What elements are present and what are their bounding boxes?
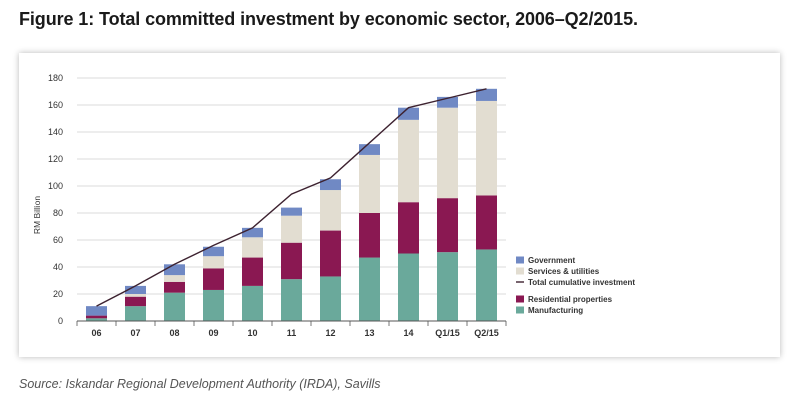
bar-government-14: [398, 107, 419, 120]
bar-government-13: [359, 144, 380, 155]
x-tick-label: 13: [364, 328, 374, 338]
y-axis-ticks: 0 20 40 60 80 100 120 140 160 180: [48, 73, 63, 326]
y-tick-label: 60: [53, 235, 63, 245]
bar-residential-properties-12: [320, 230, 341, 277]
bar-services-utilities-07: [125, 294, 146, 297]
bar-residential-properties-14: [398, 202, 419, 254]
y-tick-label: 160: [48, 100, 63, 110]
x-tick-label: 08: [169, 328, 179, 338]
bar-manufacturing-13: [359, 257, 380, 321]
y-tick-label: 80: [53, 208, 63, 218]
bar-government-11: [281, 207, 302, 216]
stacked-bar-chart: 0 20 40 60 80 100 120 140 160 180 06 07 08 09 10 11 12 1…: [32, 73, 635, 338]
y-tick-label: 20: [53, 289, 63, 299]
y-tick-label: 120: [48, 154, 63, 164]
legend-swatch-manufacturing: [516, 306, 524, 314]
bar-services-utilities-11: [281, 215, 302, 243]
legend-label-residential-properties: Residential properties: [528, 295, 613, 304]
legend-label-total-cumulative-investment: Total cumulative investment: [528, 278, 635, 287]
bar-services-utilities-12: [320, 190, 341, 231]
x-tick-label: 11: [287, 328, 297, 338]
bar-residential-properties-Q2-15: [476, 195, 497, 250]
bar-services-utilities-09: [203, 256, 224, 269]
y-tick-label: 100: [48, 181, 63, 191]
x-tick-label: 14: [403, 328, 413, 338]
x-tick-label: 10: [247, 328, 257, 338]
bar-manufacturing-10: [242, 285, 263, 321]
legend-label-manufacturing: Manufacturing: [528, 306, 583, 315]
bar-residential-properties-08: [164, 281, 185, 293]
bar-services-utilities-Q1-15: [437, 107, 458, 199]
bars: [86, 88, 497, 321]
legend-label-services-utilities: Services & utilities: [528, 267, 600, 276]
bar-manufacturing-06: [86, 318, 107, 321]
bar-government-10: [242, 227, 263, 238]
x-tick-label: Q2/15: [474, 328, 499, 338]
bar-residential-properties-10: [242, 257, 263, 286]
bar-manufacturing-11: [281, 279, 302, 321]
x-tick-label: 06: [91, 328, 101, 338]
bar-government-08: [164, 264, 185, 276]
legend-swatch-government: [516, 256, 524, 264]
x-tick-label: 07: [130, 328, 140, 338]
bar-manufacturing-Q2-15: [476, 249, 497, 321]
gridlines: [77, 77, 506, 295]
legend-swatch-services-utilities: [516, 267, 524, 275]
bar-residential-properties-07: [125, 296, 146, 307]
bar-government-Q1-15: [437, 96, 458, 108]
bar-residential-properties-09: [203, 268, 224, 290]
source-note: Source: Iskandar Regional Development Au…: [19, 377, 381, 391]
bar-government-06: [86, 306, 107, 316]
x-tick-label: 09: [208, 328, 218, 338]
legend: Government Services & utilities Total cumu…: [516, 256, 635, 315]
bar-government-12: [320, 179, 341, 191]
bar-manufacturing-08: [164, 292, 185, 321]
x-tick-label: Q1/15: [435, 328, 460, 338]
y-tick-label: 180: [48, 73, 63, 83]
bar-manufacturing-12: [320, 276, 341, 321]
cumulative-line: [96, 88, 487, 307]
bar-residential-properties-13: [359, 213, 380, 258]
figure-title: Figure 1: Total committed investment by …: [19, 9, 638, 29]
bar-residential-properties-11: [281, 242, 302, 280]
bar-manufacturing-14: [398, 253, 419, 321]
bar-government-09: [203, 246, 224, 257]
bar-manufacturing-Q1-15: [437, 252, 458, 321]
bar-government-Q2-15: [476, 88, 497, 101]
bar-services-utilities-10: [242, 237, 263, 258]
chart-container: 0 20 40 60 80 100 120 140 160 180 06 07 08 09 10 11 12 1…: [19, 53, 780, 357]
bar-manufacturing-09: [203, 289, 224, 321]
bar-residential-properties-06: [86, 315, 107, 319]
y-tick-label: 0: [58, 316, 63, 326]
x-tick-label: 12: [325, 328, 335, 338]
total-cumulative-line: [96, 88, 487, 307]
legend-label-government: Government: [528, 256, 575, 265]
bar-manufacturing-07: [125, 306, 146, 321]
y-axis-label: RM Billion: [32, 196, 42, 235]
bar-residential-properties-Q1-15: [437, 198, 458, 253]
legend-swatch-residential-properties: [516, 295, 524, 303]
y-tick-label: 40: [53, 262, 63, 272]
bar-services-utilities-Q2-15: [476, 100, 497, 196]
y-tick-label: 140: [48, 127, 63, 137]
bar-services-utilities-13: [359, 154, 380, 213]
bar-services-utilities-08: [164, 275, 185, 282]
bar-services-utilities-14: [398, 119, 419, 203]
x-axis: 06 07 08 09 10 11 12 13 14 Q1/15 Q2/15: [76, 320, 507, 338]
bar-government-07: [125, 285, 146, 294]
